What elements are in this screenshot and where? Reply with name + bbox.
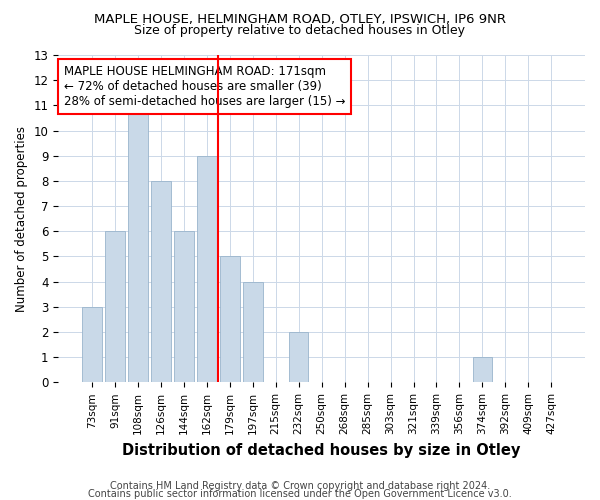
Text: Contains public sector information licensed under the Open Government Licence v3: Contains public sector information licen… (88, 489, 512, 499)
Text: MAPLE HOUSE HELMINGHAM ROAD: 171sqm
← 72% of detached houses are smaller (39)
28: MAPLE HOUSE HELMINGHAM ROAD: 171sqm ← 72… (64, 65, 345, 108)
Text: Contains HM Land Registry data © Crown copyright and database right 2024.: Contains HM Land Registry data © Crown c… (110, 481, 490, 491)
Y-axis label: Number of detached properties: Number of detached properties (15, 126, 28, 312)
Bar (220, 256, 239, 382)
Bar (473, 357, 492, 382)
X-axis label: Distribution of detached houses by size in Otley: Distribution of detached houses by size … (122, 442, 521, 458)
Text: MAPLE HOUSE, HELMINGHAM ROAD, OTLEY, IPSWICH, IP6 9NR: MAPLE HOUSE, HELMINGHAM ROAD, OTLEY, IPS… (94, 12, 506, 26)
Bar (174, 231, 194, 382)
Bar (151, 181, 170, 382)
Bar (197, 156, 217, 382)
Bar (289, 332, 308, 382)
Bar (105, 231, 125, 382)
Bar (243, 282, 263, 382)
Bar (128, 106, 148, 382)
Text: Size of property relative to detached houses in Otley: Size of property relative to detached ho… (134, 24, 466, 37)
Bar (82, 307, 102, 382)
